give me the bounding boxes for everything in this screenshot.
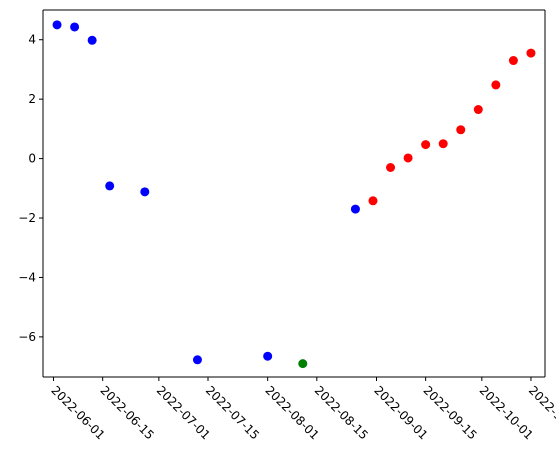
data-point xyxy=(298,359,308,369)
y-tick-label: 2 xyxy=(28,92,36,106)
data-point xyxy=(87,35,97,45)
y-axis-ticks: 4 2 0 −2 −4 −6 xyxy=(18,33,43,344)
y-tick-label: −2 xyxy=(18,211,36,225)
y-tick-label: −4 xyxy=(18,270,36,284)
data-point xyxy=(456,125,466,135)
plot-area xyxy=(43,10,545,377)
data-point xyxy=(70,22,80,32)
data-point xyxy=(386,162,396,172)
data-point xyxy=(508,56,518,66)
data-point xyxy=(368,196,378,206)
data-point xyxy=(403,153,413,163)
x-axis-ticks: 2022-06-012022-06-152022-07-012022-07-15… xyxy=(48,377,556,442)
data-point xyxy=(421,140,431,150)
data-point xyxy=(491,80,501,90)
data-point xyxy=(263,351,273,361)
axes xyxy=(42,9,546,378)
data-point xyxy=(526,48,536,58)
data-point xyxy=(438,139,448,149)
data-point xyxy=(52,20,62,30)
y-tick-label: 0 xyxy=(28,152,36,166)
data-point xyxy=(105,181,115,191)
data-point xyxy=(140,187,150,197)
y-tick-label: 4 xyxy=(28,33,36,47)
data-point xyxy=(192,355,202,365)
data-point xyxy=(350,204,360,214)
data-point xyxy=(473,105,483,115)
data-points xyxy=(52,20,536,369)
y-tick-label: −6 xyxy=(18,330,36,344)
